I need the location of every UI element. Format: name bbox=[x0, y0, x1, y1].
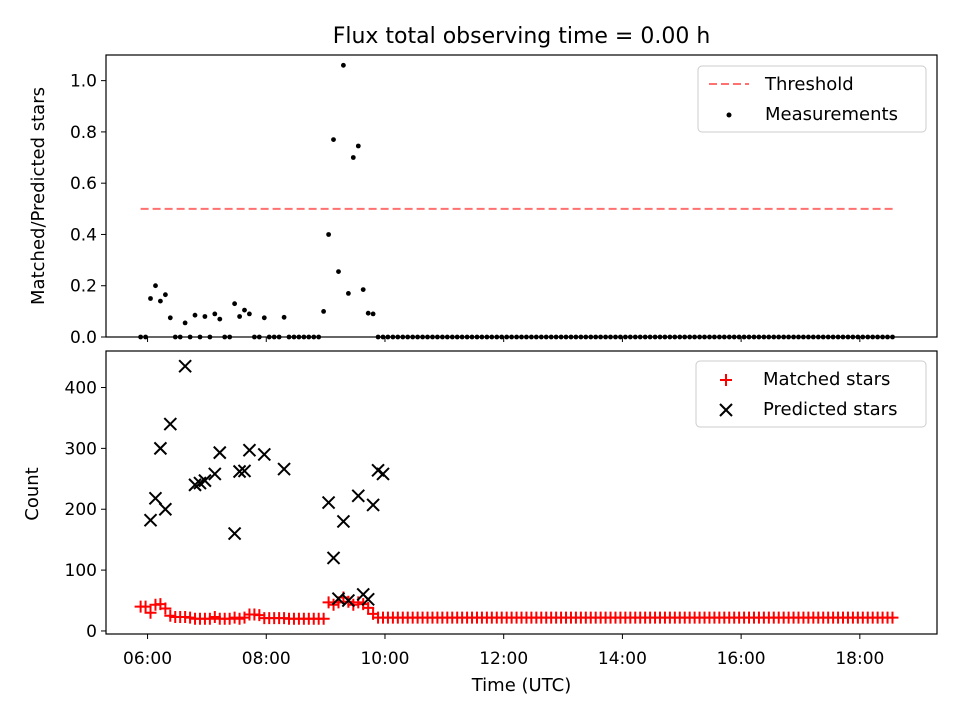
measurement-point bbox=[153, 283, 158, 289]
chart-title: Flux total observing time = 0.00 h bbox=[333, 24, 711, 49]
legend-predicted-swatch bbox=[719, 403, 733, 417]
bottom-ytick-label: 0 bbox=[86, 622, 97, 642]
measurement-point bbox=[365, 310, 371, 316]
measurement-point bbox=[247, 311, 252, 317]
predicted-star-point bbox=[158, 502, 173, 516]
measurement-point bbox=[158, 298, 163, 304]
xtick-label: 10:00 bbox=[360, 649, 409, 669]
predicted-star-point bbox=[277, 462, 291, 476]
predicted-star-point bbox=[148, 491, 163, 505]
predicted-star-point bbox=[242, 443, 257, 457]
xtick-label: 18:00 bbox=[835, 649, 884, 669]
top-ytick-label: 0.8 bbox=[70, 123, 97, 143]
legend-predicted-label: Predicted stars bbox=[763, 399, 897, 420]
measurement-point bbox=[182, 320, 188, 326]
predicted-star-point bbox=[351, 489, 365, 503]
legend-measurements-swatch bbox=[726, 112, 732, 118]
top-ylabel: Matched/Predicted stars bbox=[28, 87, 49, 305]
top-legend: Threshold Measurements bbox=[697, 65, 927, 133]
top-axes-frame bbox=[105, 54, 938, 338]
measurement-point bbox=[281, 314, 287, 320]
measurement-point bbox=[163, 292, 168, 298]
measurement-point bbox=[192, 312, 198, 318]
top-panel: 0.0 0.2 0.4 0.6 0.8 1.0 Matched/Predicted sta… bbox=[28, 54, 938, 348]
predicted-star-point bbox=[153, 441, 168, 456]
bottom-legend: Matched stars Predicted stars bbox=[695, 360, 927, 428]
xtick-label: 14:00 bbox=[598, 649, 647, 669]
top-ytick-label: 0.6 bbox=[70, 174, 97, 194]
measurement-point bbox=[167, 315, 173, 321]
predicted-star-point bbox=[257, 447, 271, 462]
xtick-label: 08:00 bbox=[242, 649, 291, 669]
matched-star-point bbox=[886, 611, 899, 624]
measurement-point bbox=[331, 137, 336, 143]
predicted-star-point bbox=[321, 495, 336, 510]
top-ytick-label: 0.2 bbox=[70, 277, 97, 297]
measurement-point bbox=[336, 269, 341, 274]
xlabel: Time (UTC) bbox=[471, 675, 572, 696]
bottom-axes-frame bbox=[105, 350, 938, 635]
bottom-ytick-label: 200 bbox=[65, 500, 97, 520]
predicted-star-point bbox=[326, 551, 341, 565]
measurement-point bbox=[202, 314, 208, 319]
predicted-star-point bbox=[376, 467, 390, 481]
matched-star-point bbox=[159, 602, 172, 615]
measurement-point bbox=[261, 315, 267, 321]
predicted-star-point bbox=[366, 498, 380, 512]
legend-matched-label: Matched stars bbox=[763, 369, 890, 390]
predicted-star-point bbox=[361, 592, 375, 607]
measurement-point bbox=[148, 296, 153, 301]
matched-star-point bbox=[144, 606, 157, 619]
bottom-ytick-label: 300 bbox=[65, 439, 97, 459]
xtick-label: 12:00 bbox=[479, 649, 528, 669]
legend-threshold-label: Threshold bbox=[764, 74, 854, 95]
predicted-star-point bbox=[178, 359, 192, 373]
measurement-point bbox=[217, 316, 223, 322]
predicted-star-point bbox=[336, 514, 351, 529]
matched-star-point bbox=[317, 612, 330, 625]
measurement-point bbox=[346, 291, 351, 296]
predicted-star-point bbox=[163, 417, 178, 431]
legend-measurements-label: Measurements bbox=[765, 104, 898, 125]
measurement-point bbox=[232, 301, 238, 307]
predicted-star-point bbox=[341, 593, 356, 608]
matched-star-point bbox=[139, 600, 152, 613]
xtick-label: 06:00 bbox=[123, 649, 172, 669]
measurement-point bbox=[242, 307, 247, 313]
top-ytick-label: 0.4 bbox=[70, 225, 97, 245]
predicted-star-point bbox=[237, 464, 252, 478]
predicted-star-point bbox=[143, 513, 158, 527]
bottom-panel: 0 100 200 300 400 06:00 08:00 10:00 12:00 14:00 16… bbox=[22, 350, 938, 696]
measurement-point bbox=[350, 155, 356, 160]
xtick-label: 16:00 bbox=[717, 649, 766, 669]
legend-matched-swatch bbox=[720, 374, 732, 386]
predicted-star-point bbox=[227, 526, 242, 541]
measurement-point bbox=[237, 314, 243, 319]
predicted-star-point bbox=[198, 473, 212, 488]
measurement-point bbox=[370, 311, 376, 317]
predicted-star-point bbox=[213, 445, 227, 460]
top-ytick-label: 0.0 bbox=[70, 328, 97, 348]
measurement-point bbox=[355, 143, 361, 149]
measurement-point bbox=[321, 309, 326, 314]
matched-star-point bbox=[362, 601, 375, 614]
bottom-ytick-label: 400 bbox=[65, 379, 97, 399]
bottom-ylabel: Count bbox=[22, 467, 43, 520]
predicted-star-point bbox=[232, 464, 247, 479]
measurement-point bbox=[212, 311, 218, 317]
measurement-point bbox=[341, 62, 346, 68]
measurement-point bbox=[360, 287, 366, 292]
measurement-point bbox=[326, 232, 331, 237]
bottom-ytick-label: 100 bbox=[65, 561, 97, 581]
top-ytick-label: 1.0 bbox=[70, 72, 97, 92]
predicted-star-point bbox=[208, 467, 222, 481]
